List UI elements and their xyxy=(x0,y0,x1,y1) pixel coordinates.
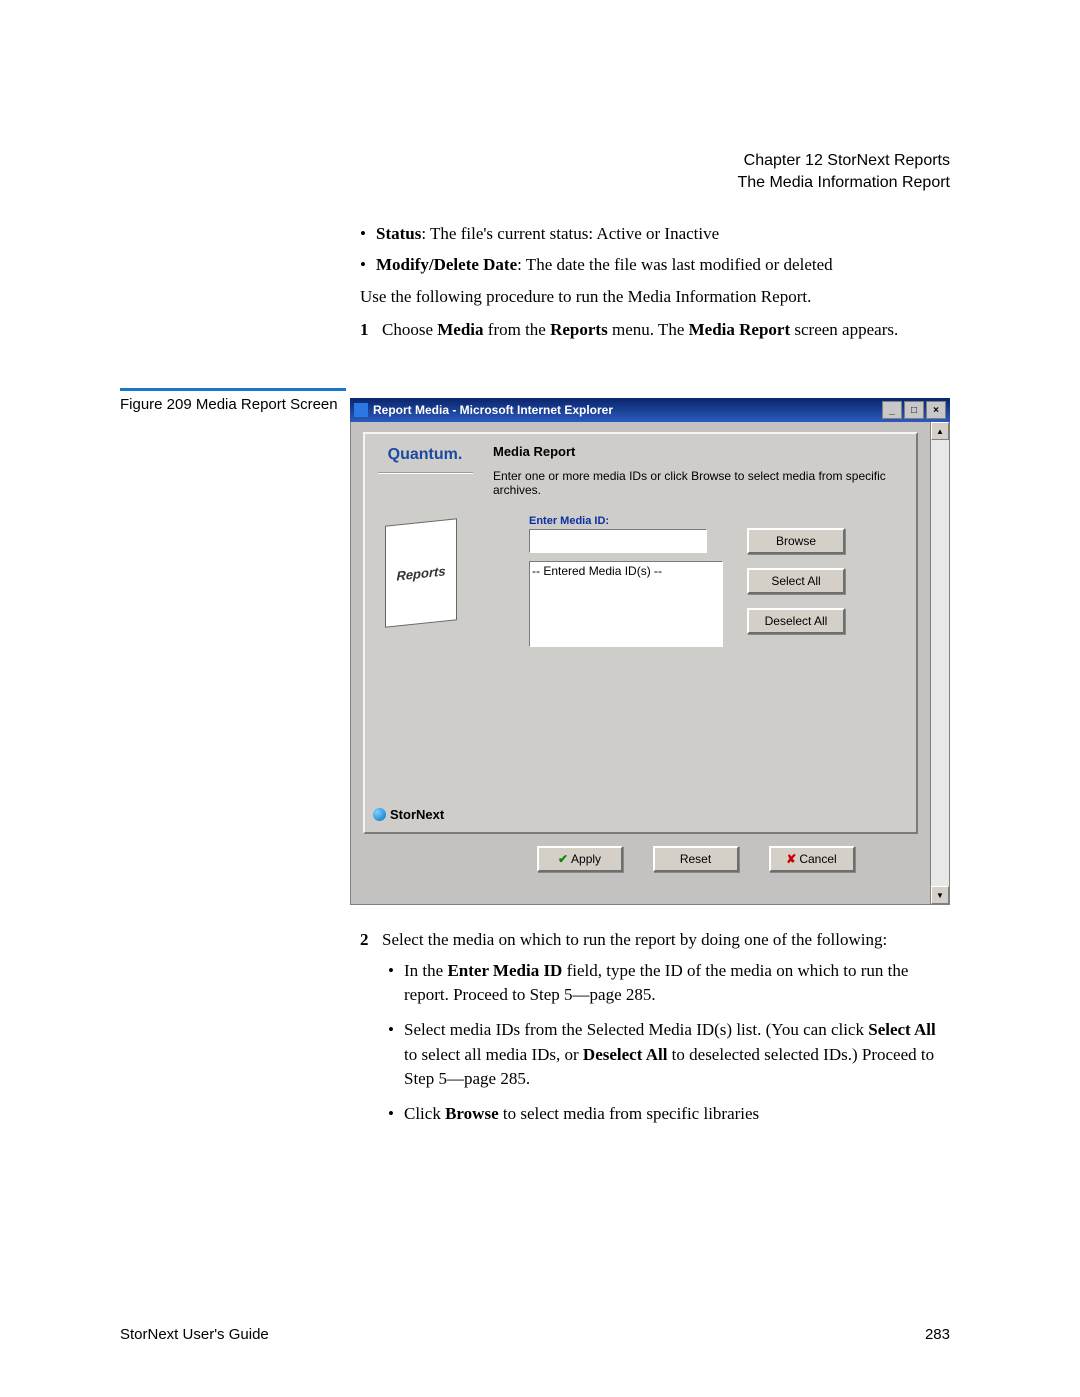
page-number: 283 xyxy=(925,1326,950,1343)
step-number: 2 xyxy=(360,928,382,953)
entered-media-listbox[interactable]: -- Entered Media ID(s) -- xyxy=(529,561,723,647)
reports-box: Reports xyxy=(385,514,465,624)
sidebar: Quantum. Reports StorNext xyxy=(365,434,485,832)
lower-text-block: 2 Select the media on which to run the r… xyxy=(360,928,950,1136)
bullet-status: Status: The file's current status: Activ… xyxy=(376,222,719,247)
ie-icon xyxy=(354,403,368,417)
media-id-input[interactable] xyxy=(529,529,707,553)
bullet-icon: • xyxy=(360,253,376,278)
button-bar: ✔Apply Reset ✘Cancel xyxy=(363,846,918,872)
status-bold: Status xyxy=(376,224,421,243)
enter-media-label: Enter Media ID: xyxy=(529,515,906,527)
select-all-button[interactable]: Select All xyxy=(747,568,845,594)
x-icon: ✘ xyxy=(786,852,796,866)
ie-window: Report Media - Microsoft Internet Explor… xyxy=(350,398,950,904)
listbox-placeholder: -- Entered Media ID(s) -- xyxy=(532,564,662,578)
figure-caption-rule xyxy=(120,388,346,391)
cancel-button[interactable]: ✘Cancel xyxy=(769,846,855,872)
modify-bold: Modify/Delete Date xyxy=(376,255,517,274)
reports-label: Reports xyxy=(396,563,445,583)
header-section: The Media Information Report xyxy=(737,172,950,194)
step-number: 1 xyxy=(360,318,382,343)
bullet-icon: • xyxy=(388,1102,404,1127)
vertical-scrollbar[interactable]: ▲ ▼ xyxy=(930,422,949,904)
form-instructions: Enter one or more media IDs or click Bro… xyxy=(493,469,906,497)
bullet-icon: • xyxy=(360,222,376,247)
quantum-logo: Quantum. xyxy=(388,446,463,464)
scroll-down-icon[interactable]: ▼ xyxy=(931,886,949,904)
stornext-icon xyxy=(373,808,386,821)
sub-a: In the Enter Media ID field, type the ID… xyxy=(404,959,950,1008)
step5-link[interactable]: Step 5—page 285 xyxy=(530,985,652,1004)
maximize-button[interactable]: □ xyxy=(904,401,924,419)
figure-caption: Figure 209 Media Report Screen xyxy=(120,395,340,415)
page-header: Chapter 12 StorNext Reports The Media In… xyxy=(737,150,950,193)
bullet-modify: Modify/Delete Date: The date the file wa… xyxy=(376,253,833,278)
form-area: Media Report Enter one or more media IDs… xyxy=(485,434,916,832)
sub-c: Click Browse to select media from specif… xyxy=(404,1102,759,1127)
status-rest: : The file's current status: Active or I… xyxy=(421,224,719,243)
window-title: Report Media - Microsoft Internet Explor… xyxy=(373,403,613,417)
step5-link[interactable]: Step 5—page 285 xyxy=(404,1069,526,1088)
reset-button[interactable]: Reset xyxy=(653,846,739,872)
stornext-logo: StorNext xyxy=(373,807,444,822)
scroll-up-icon[interactable]: ▲ xyxy=(931,422,949,440)
step2-text: Select the media on which to run the rep… xyxy=(382,928,887,953)
modify-rest: : The date the file was last modified or… xyxy=(517,255,833,274)
form-title: Media Report xyxy=(493,444,906,459)
check-icon: ✔ xyxy=(558,852,568,866)
main-text-block: • Status: The file's current status: Act… xyxy=(360,222,950,349)
minimize-button[interactable]: _ xyxy=(882,401,902,419)
use-line: Use the following procedure to run the M… xyxy=(360,285,950,310)
stornext-text: StorNext xyxy=(390,807,444,822)
footer-left: StorNext User's Guide xyxy=(120,1326,269,1343)
sub-b: Select media IDs from the Selected Media… xyxy=(404,1018,950,1092)
deselect-all-button[interactable]: Deselect All xyxy=(747,608,845,634)
bullet-icon: • xyxy=(388,959,404,1008)
apply-button[interactable]: ✔Apply xyxy=(537,846,623,872)
header-chapter: Chapter 12 StorNext Reports xyxy=(737,150,950,172)
browse-button[interactable]: Browse xyxy=(747,528,845,554)
bullet-icon: • xyxy=(388,1018,404,1092)
window-titlebar: Report Media - Microsoft Internet Explor… xyxy=(350,398,950,422)
step1-text: Choose Media from the Reports menu. The … xyxy=(382,318,898,343)
close-button[interactable]: × xyxy=(926,401,946,419)
